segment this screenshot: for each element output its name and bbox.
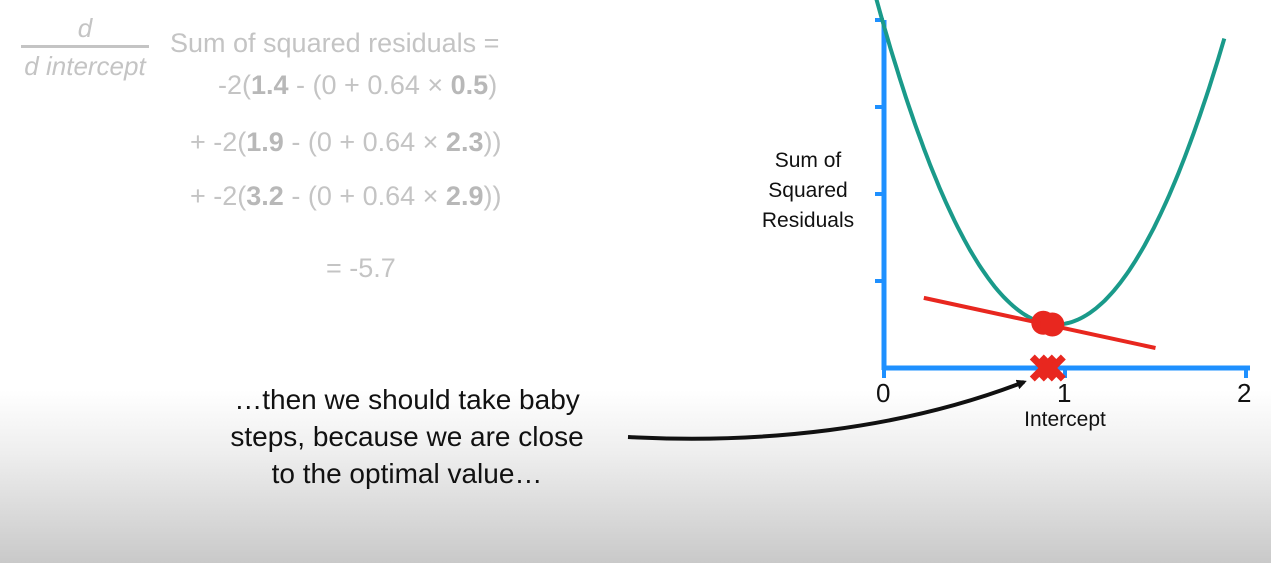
x-marker [1029, 354, 1057, 382]
x-tick-label: 0 [876, 378, 891, 408]
fraction-numerator: d [77, 13, 93, 43]
callout-line: to the optimal value… [271, 458, 543, 489]
y-axis-label-line: Squared [768, 179, 848, 202]
x-marker [1038, 354, 1066, 382]
y-axis-label-line: Sum of [774, 149, 842, 172]
equation-term-2: + -2(1.9 - (0 + 0.64 × 2.3)) [190, 127, 502, 157]
x-tick-label: 2 [1237, 378, 1252, 408]
ssr-curve [874, 0, 1227, 327]
callout-line: steps, because we are close [230, 421, 584, 452]
derivative-fraction: d d intercept [6, 14, 164, 80]
callout-text: …then we should take baby steps, because… [192, 381, 622, 492]
y-axis-label-line: Residuals [761, 209, 855, 232]
x-tick-label: 1 [1057, 378, 1072, 408]
equation-lhs: Sum of squared residuals = [170, 28, 500, 58]
fraction-denominator: d intercept [24, 51, 146, 81]
y-axis-label: Sum of Squared Residuals [740, 146, 876, 236]
equation-term-3: + -2(3.2 - (0 + 0.64 × 2.9)) [190, 181, 502, 211]
x-axis-label: Intercept [1024, 408, 1106, 431]
equation-term-1: -2(1.4 - (0 + 0.64 × 0.5) [218, 70, 498, 100]
equation-result: = -5.7 [326, 253, 396, 283]
callout-arrow [627, 379, 1027, 441]
fraction-bar [21, 45, 149, 48]
callout-line: …then we should take baby [234, 384, 580, 415]
data-point [1040, 312, 1065, 337]
